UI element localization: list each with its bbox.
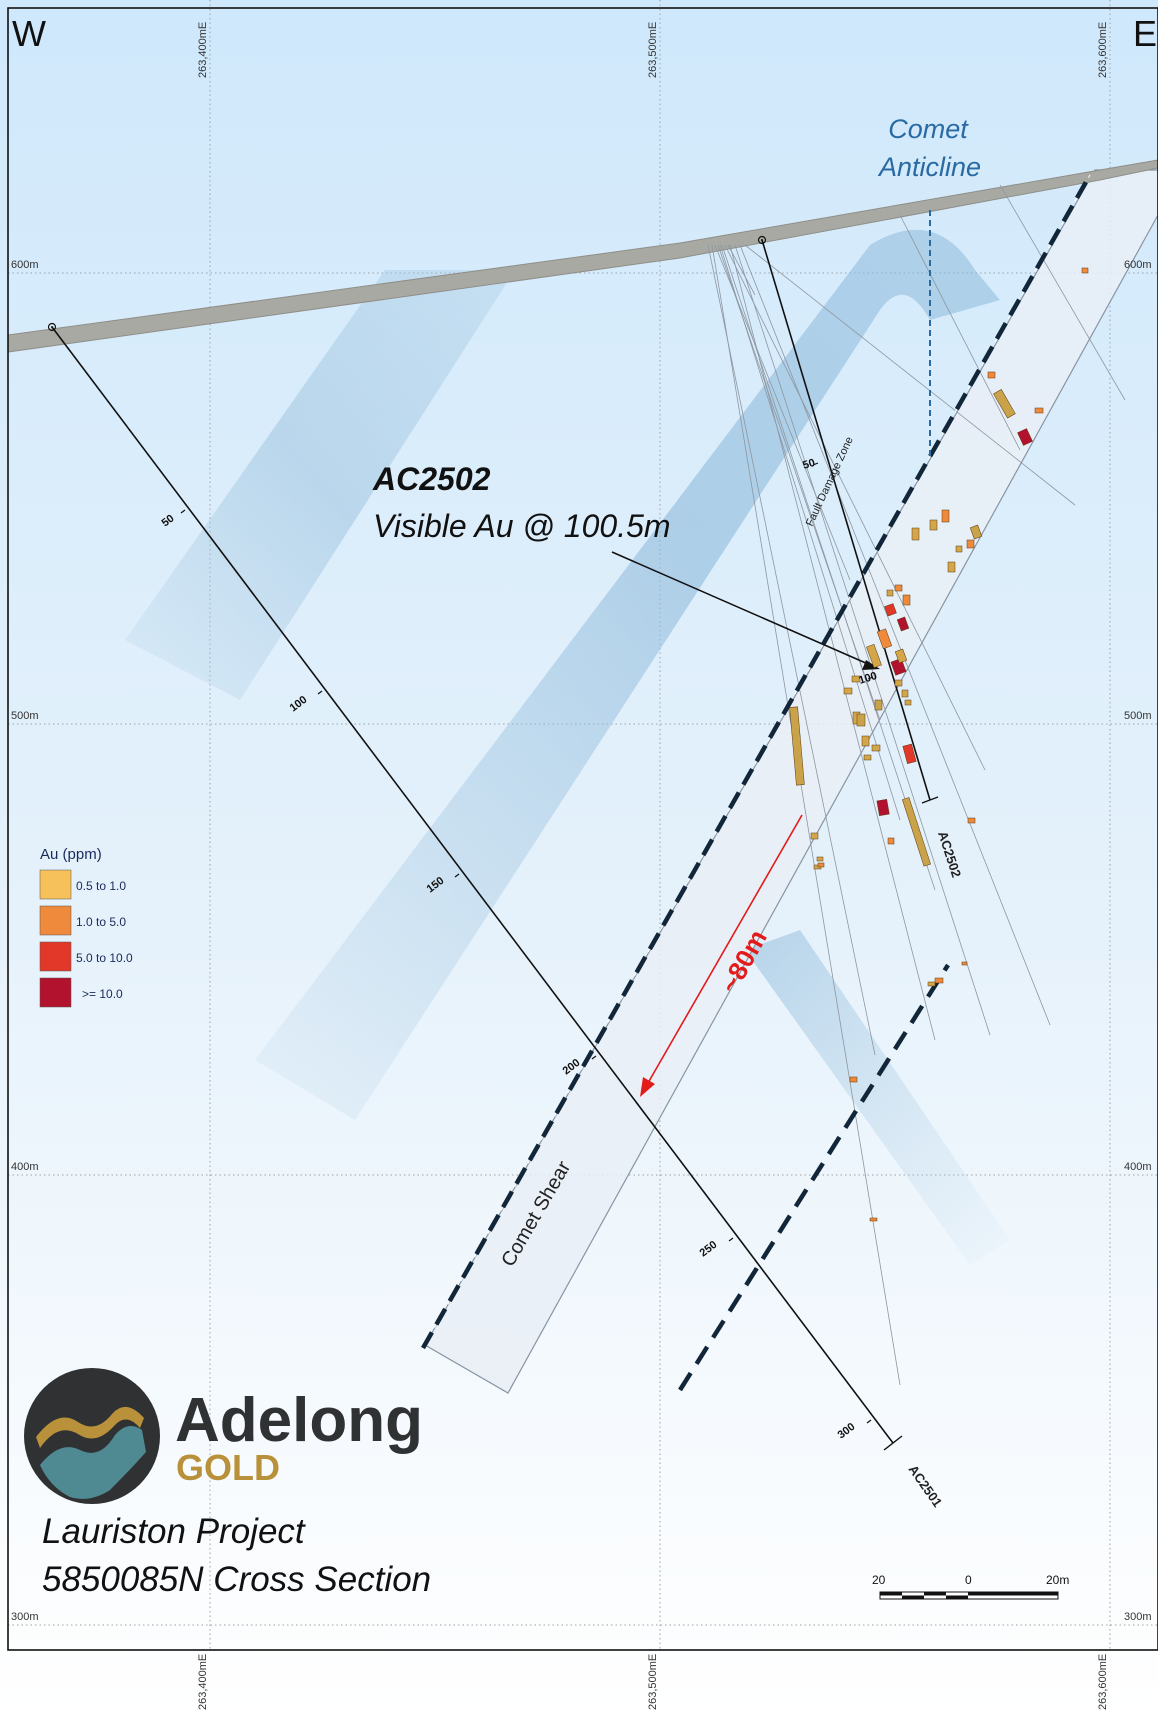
- compass-east: E: [1133, 13, 1157, 54]
- callout-hole-id: AC2502: [372, 461, 491, 497]
- ac2502-depth-50: 50: [801, 457, 816, 472]
- easting-labels: 263,400mE 263,500mE 263,600mE 263,400mE …: [197, 22, 1109, 1710]
- rl-labels: 600m 500m 400m 300m 600m 500m 400m 300m: [11, 259, 1152, 1623]
- rl-right-600: 600m: [1124, 259, 1152, 271]
- fault-damage-zone-lines: [707, 184, 1126, 1386]
- brand-sub: GOLD: [176, 1447, 280, 1488]
- legend-label-3: 5.0 to 10.0: [76, 951, 133, 965]
- easting-bottom-3: 263,600mE: [1097, 1654, 1109, 1710]
- brand-name: Adelong: [175, 1386, 423, 1455]
- comet-shear-zone: [424, 169, 1158, 1394]
- anticline-bands: [125, 229, 1010, 1265]
- footwall-fault: [678, 963, 950, 1392]
- rl-right-400: 400m: [1124, 1161, 1152, 1173]
- legend-swatch-4: [39, 977, 72, 1008]
- ac2502-depth-100: 100: [857, 670, 878, 687]
- comet-shear-fault: [421, 173, 1092, 1350]
- offset-arrow: [640, 814, 803, 1097]
- drillhole-ac2502: [757, 235, 939, 804]
- legend-label-4: >= 10.0: [82, 987, 123, 1001]
- scale-bar: 20 0 20m: [872, 1573, 1069, 1600]
- map-title-line1: Lauriston Project: [42, 1512, 306, 1551]
- rl-right-300: 300m: [1124, 1611, 1152, 1623]
- scale-label-left: 20: [872, 1573, 886, 1587]
- rl-left-400: 400m: [11, 1161, 39, 1173]
- legend-swatch-2: [39, 905, 72, 936]
- easting-top-1: 263,400mE: [197, 22, 209, 78]
- logo-river-shape: [40, 1426, 146, 1499]
- ac2501-depth-50: 50: [160, 512, 177, 529]
- scale-label-zero: 0: [965, 1573, 972, 1587]
- rl-left-500: 500m: [11, 710, 39, 722]
- legend-label-2: 1.0 to 5.0: [76, 915, 126, 929]
- anticline-label-line2: Anticline: [877, 152, 981, 182]
- ac2502-depth-labels: 50 100: [801, 457, 878, 687]
- callout-visible-au: Visible Au @ 100.5m: [373, 508, 671, 544]
- legend-swatch-1: [39, 869, 72, 900]
- legend-label-1: 0.5 to 1.0: [76, 879, 126, 893]
- legend-swatch-3: [39, 941, 72, 972]
- easting-top-3: 263,600mE: [1097, 22, 1109, 78]
- assay-legend: Au (ppm) 0.5 to 1.0 1.0 to 5.0 5.0 to 10…: [39, 846, 133, 1008]
- topographic-surface: [7, 159, 1158, 353]
- assay-intervals: [789, 267, 1089, 1222]
- legend-title: Au (ppm): [40, 846, 102, 863]
- map-title-line2: 5850085N Cross Section: [42, 1560, 431, 1599]
- easting-bottom-1: 263,400mE: [197, 1654, 209, 1710]
- callout-leader: [611, 551, 880, 670]
- logo-gold-vein: [36, 1406, 144, 1448]
- drillhole-ac2501: [47, 322, 903, 1451]
- rl-right-500: 500m: [1124, 710, 1152, 722]
- easting-bottom-2: 263,500mE: [647, 1654, 659, 1710]
- easting-top-2: 263,500mE: [647, 22, 659, 78]
- section-frame: [7, 7, 1158, 1651]
- rl-left-600: 600m: [11, 259, 39, 271]
- rl-left-300: 300m: [11, 1611, 39, 1623]
- adelong-gold-logo: Adelong GOLD: [24, 1368, 423, 1504]
- scale-label-right: 20m: [1046, 1573, 1069, 1587]
- anticline-label-line1: Comet: [888, 114, 969, 144]
- compass-west: W: [12, 13, 46, 54]
